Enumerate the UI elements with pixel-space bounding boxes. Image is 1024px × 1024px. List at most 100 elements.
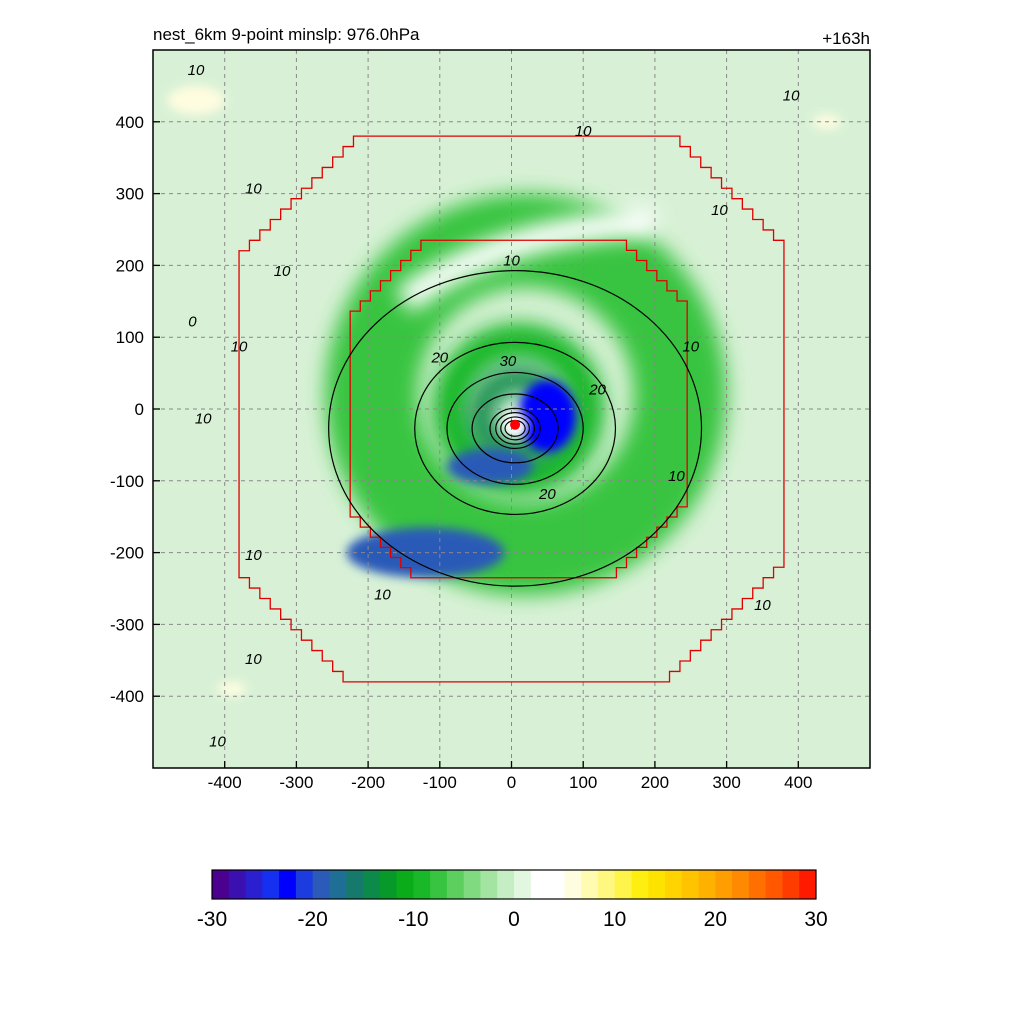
colorbar: -30 -20 -10 0 10 20 30 — [197, 869, 828, 931]
y-tick-label: 100 — [116, 328, 144, 347]
colorbar-tick-label: 30 — [804, 908, 827, 931]
time-label: +163h — [822, 29, 870, 48]
x-tick-label: -300 — [279, 773, 313, 792]
shade-blob-7 — [217, 681, 247, 697]
y-tick-label: 300 — [116, 185, 144, 204]
contour-label: 10 — [503, 252, 520, 269]
x-tick-label: -400 — [208, 773, 242, 792]
contour-label: 10 — [245, 547, 262, 564]
colorbar-tick-label: 20 — [704, 908, 727, 931]
colorbar-swatch — [631, 870, 649, 899]
colorbar-swatch — [295, 870, 314, 899]
contour-label: 20 — [430, 349, 448, 366]
colorbar-tick-label: -10 — [398, 908, 428, 931]
contour-line-3 — [489, 407, 541, 450]
nest-boundaries — [238, 135, 785, 683]
colorbar-swatch — [480, 870, 498, 899]
contour-label: 10 — [575, 123, 592, 140]
colorbar-swatch — [329, 870, 347, 899]
contour-label: 10 — [188, 62, 205, 79]
colorbar-frame — [211, 869, 817, 900]
contour-label: 10 — [374, 586, 391, 603]
x-tick-label: 100 — [569, 773, 597, 792]
contour-label: 10 — [682, 339, 699, 356]
contour-line-1 — [500, 416, 531, 441]
contour-line-6 — [414, 341, 617, 516]
x-tick-label: -100 — [423, 773, 457, 792]
colorbar-swatch — [446, 870, 465, 899]
chart-title: nest_6km 9-point minslp: 976.0hPa — [153, 25, 420, 44]
y-tick-label: 400 — [116, 113, 144, 132]
y-tick-label: 0 — [135, 400, 144, 419]
contour-label: 10 — [783, 87, 800, 104]
colorbar-tick-label: 10 — [603, 908, 626, 931]
colorbar-tick-label: -20 — [297, 908, 327, 931]
contour-label: 10 — [668, 468, 685, 485]
y-tick-label: -100 — [110, 472, 144, 491]
colorbar-swatch — [379, 870, 398, 899]
colorbar-swatch — [698, 870, 716, 899]
shade-blob-6 — [167, 85, 225, 115]
contour-label: 10 — [245, 181, 262, 198]
colorbar-swatch — [262, 870, 280, 899]
colorbar-swatch — [581, 870, 599, 899]
contour-label: 10 — [231, 339, 248, 356]
colorbar-swatch — [782, 870, 800, 899]
colorbar-swatch — [497, 870, 515, 899]
colorbar-swatch — [212, 870, 230, 899]
colorbar-swatch — [312, 870, 330, 899]
colorbar-swatch — [732, 870, 750, 899]
colorbar-swatch — [396, 870, 414, 899]
contour-line-5 — [446, 371, 584, 485]
colorbar-swatch — [597, 870, 616, 899]
colorbar-tick-label: -30 — [197, 908, 227, 931]
x-tick-label: 300 — [712, 773, 740, 792]
contour-lines — [328, 270, 703, 587]
contour-label: 30 — [500, 353, 517, 370]
shade-blob-4 — [446, 448, 534, 485]
colorbar-swatch — [715, 870, 733, 899]
colorbar-swatch — [228, 870, 247, 899]
contour-label: 10 — [754, 597, 771, 614]
colorbar-swatch — [665, 870, 683, 899]
contour-label: 10 — [195, 410, 212, 427]
contour-label: 10 — [274, 263, 291, 280]
y-tick-label: -300 — [110, 615, 144, 634]
colorbar-swatch — [530, 870, 549, 899]
nest-boundary-outer — [238, 135, 785, 683]
clear-band — [395, 208, 656, 313]
plot-area: 10 10 10 10 10 10 10 10 10 10 10 10 10 10 10 10 0 20 20 20 3… — [153, 50, 870, 768]
colorbar-swatch — [463, 870, 481, 899]
colorbar-swatch — [564, 870, 582, 899]
colorbar-swatch — [413, 870, 431, 899]
contour-label: 10 — [245, 651, 262, 668]
colorbar-swatch — [430, 870, 448, 899]
colorbar-tick-label: 0 — [508, 908, 520, 931]
x-tick-label: -200 — [351, 773, 385, 792]
colorbar-swatch — [648, 870, 666, 899]
axes: -400 -300 -200 -100 0 100 200 300 40040030020010… — [110, 113, 813, 792]
contour-labels: 10 10 10 10 10 10 10 10 10 10 10 10 10 10 10 10 0 20 20 20 3… — [188, 62, 800, 750]
colorbar-swatch — [547, 870, 565, 899]
colorbar-swatch — [346, 870, 364, 899]
contour-label: 0 — [188, 313, 197, 330]
contour-label: 10 — [209, 733, 226, 750]
x-tick-label: 200 — [641, 773, 669, 792]
nest-boundary-inner — [349, 239, 688, 579]
colorbar-swatch — [748, 870, 767, 899]
contour-label: 20 — [538, 486, 556, 503]
y-tick-label: -400 — [110, 687, 144, 706]
colorbar-swatch — [765, 870, 783, 899]
x-tick-label: 0 — [507, 773, 516, 792]
colorbar-swatch — [245, 870, 263, 899]
colorbar-swatch — [279, 870, 297, 899]
x-tick-label: 400 — [784, 773, 812, 792]
colorbar-swatch — [799, 870, 817, 899]
colorbar-swatch — [681, 870, 700, 899]
contour-line-7 — [328, 270, 703, 587]
colorbar-swatch — [614, 870, 632, 899]
storm-center-marker — [510, 419, 521, 430]
contour-label: 10 — [711, 202, 728, 219]
contour-line-4 — [471, 393, 559, 464]
